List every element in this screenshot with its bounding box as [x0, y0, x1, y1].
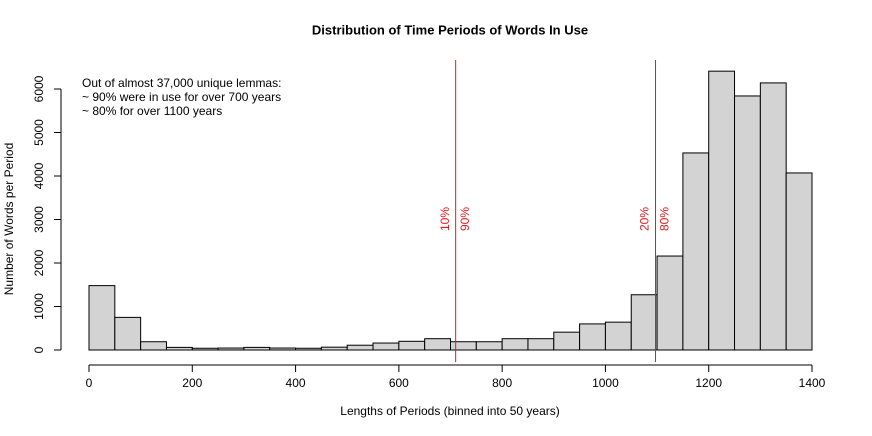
x-tick-label: 800 [492, 376, 512, 390]
bar [243, 346, 271, 351]
bar [656, 255, 684, 351]
y-tick-label: 4000 [32, 162, 46, 189]
bar [527, 338, 555, 351]
bar [759, 82, 787, 351]
annotation: Out of almost 37,000 unique lemmas: [82, 76, 281, 90]
chart-title: Distribution of Time Periods of Words In… [312, 22, 588, 37]
bar [269, 347, 297, 351]
y-tick-label: 6000 [32, 75, 46, 102]
y-tick-label: 0 [32, 346, 46, 353]
x-tick-label: 600 [389, 376, 409, 390]
bar [140, 341, 167, 351]
bar [553, 331, 581, 351]
y-tick-label: 3000 [32, 206, 46, 233]
bar [450, 341, 477, 351]
bar [734, 95, 761, 351]
y-tick-label: 5000 [32, 119, 46, 146]
bar [217, 347, 245, 351]
reference-label: 10% [438, 207, 452, 231]
bar [165, 346, 193, 351]
x-tick-label: 1200 [695, 376, 722, 390]
bar [475, 341, 503, 351]
annotation: ~ 80% for over 1100 years [82, 104, 222, 118]
bar [579, 323, 606, 351]
bar [88, 285, 116, 351]
bar [424, 338, 451, 351]
reference-label: 90% [458, 207, 472, 231]
y-axis-label: Number of Words per Period [2, 143, 16, 296]
reference-label: 80% [658, 207, 672, 231]
bar [398, 340, 426, 351]
y-tick-label: 1000 [32, 293, 46, 320]
x-tick-label: 200 [182, 376, 202, 390]
x-tick-label: 1400 [799, 376, 826, 390]
bar [295, 347, 322, 351]
bar [630, 294, 658, 351]
reference-label: 20% [638, 207, 652, 231]
bar [604, 321, 632, 351]
bar [372, 342, 400, 351]
y-tick-label: 2000 [32, 249, 46, 276]
bar [708, 70, 736, 351]
bar [501, 338, 529, 351]
annotation: ~ 90% were in use for over 700 years [82, 90, 281, 104]
x-axis-label: Lengths of Periods (binned into 50 years… [340, 404, 559, 418]
bar [114, 316, 142, 351]
x-tick-label: 0 [86, 376, 93, 390]
bar [320, 346, 348, 351]
bar [191, 347, 219, 351]
bar [346, 344, 374, 351]
bar [785, 172, 813, 351]
x-tick-label: 400 [286, 376, 306, 390]
x-tick-label: 1000 [592, 376, 619, 390]
bar [682, 152, 710, 351]
